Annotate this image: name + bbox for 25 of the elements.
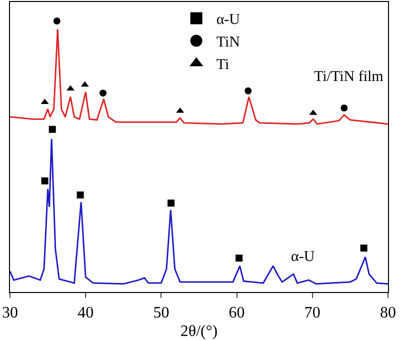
x-tick-label: 40 xyxy=(78,304,94,322)
annotation: Ti/TiN film xyxy=(314,69,384,85)
x-tick-label: 60 xyxy=(228,304,245,322)
x-tick-label: 50 xyxy=(153,304,170,322)
point xyxy=(236,254,243,262)
x-tick-label: 80 xyxy=(380,304,396,322)
legend-label: TiN xyxy=(216,34,240,51)
x-axis-title: 2θ/(°) xyxy=(180,323,218,340)
point xyxy=(41,177,48,184)
point xyxy=(40,98,49,104)
annotation: α-U xyxy=(291,249,315,265)
x-tick-label: 70 xyxy=(304,304,320,322)
point xyxy=(48,126,56,133)
point xyxy=(340,104,348,112)
point xyxy=(76,191,84,198)
x-tick-label: 30 xyxy=(2,304,18,322)
point xyxy=(53,17,60,24)
point xyxy=(168,200,175,207)
point xyxy=(99,90,106,97)
point xyxy=(360,244,368,252)
legend-label: Ti xyxy=(216,57,230,74)
legend-label: α-U xyxy=(216,12,240,28)
point xyxy=(80,81,89,87)
point xyxy=(176,107,184,113)
point xyxy=(244,87,252,94)
